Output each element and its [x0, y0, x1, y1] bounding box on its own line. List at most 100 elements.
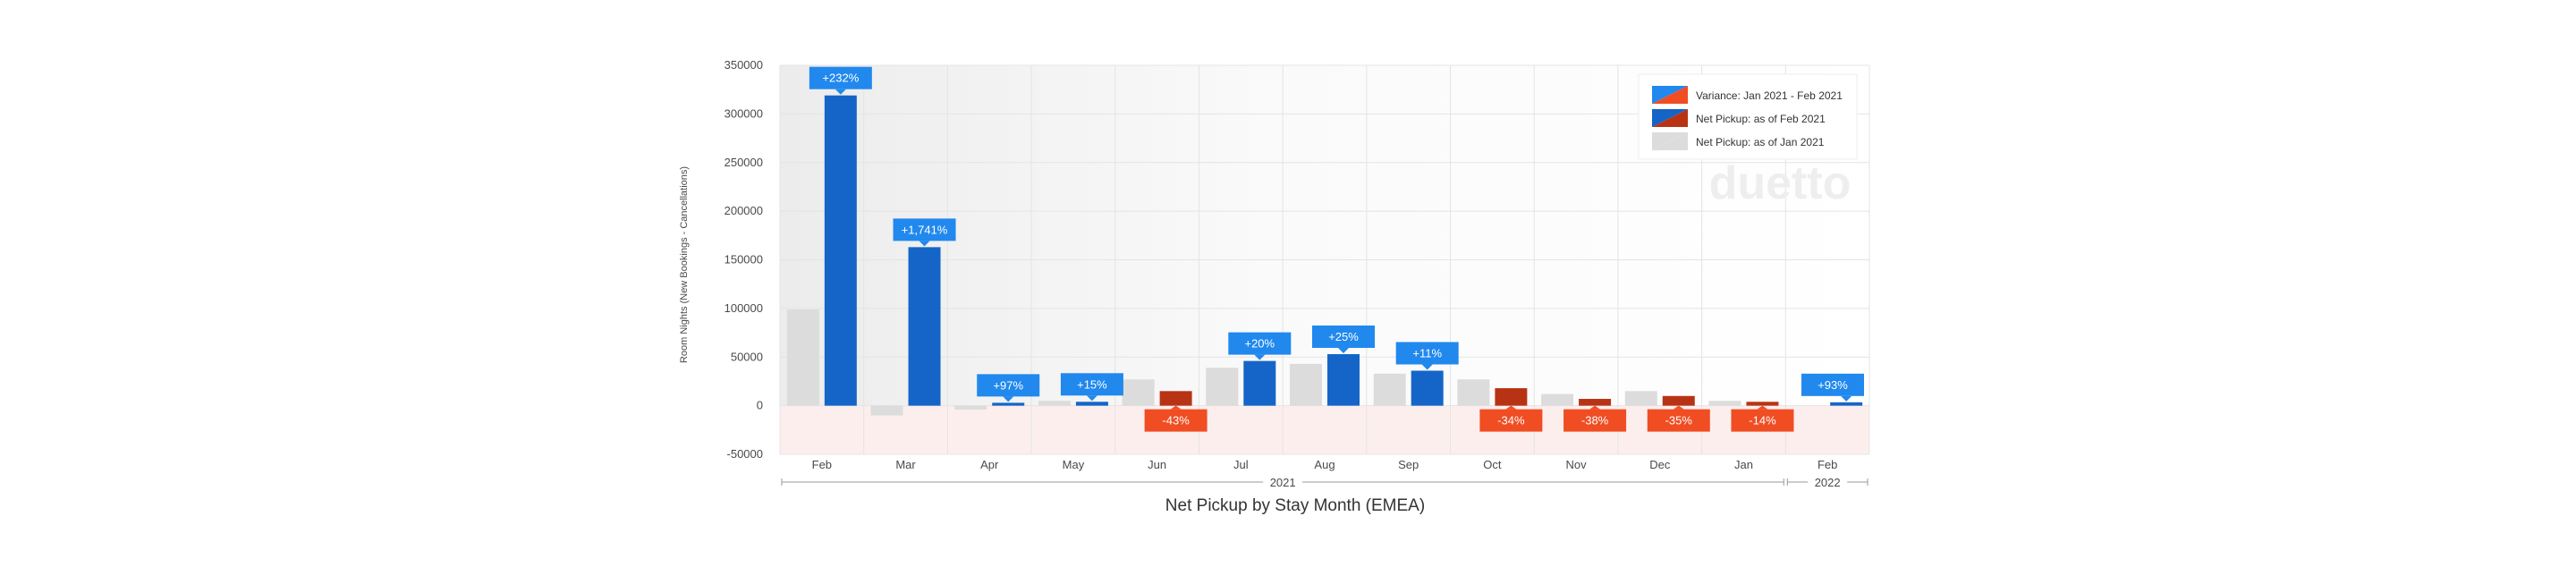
x-tick-label: Jul — [1233, 458, 1249, 471]
y-tick-label: -50000 — [727, 447, 763, 461]
bar-feb-2021 — [1495, 388, 1528, 406]
x-tick-label: Oct — [1483, 458, 1502, 471]
bar-feb-2021 — [1243, 360, 1276, 406]
bar-jan-2021 — [954, 405, 987, 410]
variance-label-box — [1479, 409, 1543, 432]
bar-jan-2021 — [1624, 391, 1657, 406]
chart-title: Net Pickup by Stay Month (EMEA) — [1165, 496, 1425, 515]
variance-label-box — [1312, 325, 1375, 348]
y-tick-label: 150000 — [724, 253, 763, 267]
bar-jan-2021 — [870, 405, 903, 416]
variance-label: +25% — [1328, 330, 1359, 343]
variance-callouts: +232% +1,741% +97% +15% -43% +20% +25% +11% -34%… — [809, 66, 1864, 432]
legend-swatch-feb-b — [1652, 109, 1688, 127]
variance-label: +97% — [993, 378, 1023, 392]
bar-feb-2021 — [1830, 402, 1863, 406]
y-tick-label: 200000 — [724, 204, 763, 217]
variance-label: +15% — [1077, 377, 1107, 391]
bar-feb-2021 — [1411, 370, 1444, 406]
legend-swatch-jan-b — [1652, 132, 1688, 150]
watermark-logo: duetto — [1709, 157, 1852, 209]
bar-feb-2021 — [1662, 395, 1695, 406]
year-label-bg — [1263, 475, 1303, 489]
variance-label-box — [1144, 409, 1208, 432]
x-tick-label: Dec — [1649, 458, 1671, 471]
variance-label-box — [1395, 342, 1459, 365]
variance-label: +232% — [822, 72, 859, 85]
variance-label: +11% — [1412, 346, 1442, 360]
variance-label-box — [893, 218, 956, 241]
x-tick-label: Feb — [812, 458, 832, 471]
variance-pointer — [1505, 405, 1517, 410]
variance-label: -43% — [1162, 414, 1190, 427]
bar-feb-2021 — [824, 95, 857, 406]
bar-feb-2021 — [1579, 399, 1612, 406]
bar-jan-2021 — [1457, 379, 1490, 406]
variance-pointer — [1841, 395, 1852, 402]
year-label: 2022 — [1815, 476, 1841, 489]
legend-label: Net Pickup: as of Jan 2021 — [1696, 136, 1825, 148]
variance-pointer — [835, 89, 846, 95]
year-label-bg — [1808, 475, 1848, 489]
y-tick-label: 0 — [757, 399, 763, 412]
bar-feb-2021 — [1746, 402, 1779, 406]
y-axis-title: Room Nights (New Bookings - Cancellation… — [679, 166, 690, 363]
x-tick-label: May — [1063, 458, 1085, 471]
variance-label-box — [1647, 409, 1710, 432]
variance-label: -14% — [1749, 414, 1776, 427]
variance-pointer — [1254, 354, 1266, 360]
variance-pointer — [1086, 395, 1097, 402]
legend[interactable]: Variance: Jan 2021 - Feb 2021 Net Pickup:… — [1638, 73, 1858, 160]
x-tick-label: Jan — [1734, 458, 1753, 471]
bar-jan-2021 — [1038, 401, 1071, 406]
bar-feb-2021 — [908, 247, 941, 406]
variance-pointer — [1003, 396, 1014, 402]
bar-jan-2021 — [1206, 368, 1239, 406]
y-tick-label: 350000 — [724, 58, 763, 72]
variance-label-box — [1060, 373, 1123, 396]
x-tick-label: Aug — [1314, 458, 1335, 471]
legend-label: Net Pickup: as of Feb 2021 — [1696, 113, 1826, 125]
variance-label: +1,741% — [902, 223, 948, 236]
x-tick-label: Nov — [1566, 458, 1588, 471]
bar-feb-2021 — [1075, 402, 1108, 406]
bar-jan-2021 — [1708, 401, 1741, 406]
variance-label-box — [1801, 373, 1864, 396]
bar-jan-2021 — [1122, 379, 1155, 406]
bar-feb-2021 — [992, 402, 1025, 406]
variance-label-box — [809, 66, 872, 89]
variance-pointer — [1757, 405, 1768, 410]
bar-feb-2021 — [1327, 353, 1360, 406]
variance-label: +20% — [1244, 337, 1275, 351]
variance-label: +93% — [1818, 378, 1848, 392]
y-tick-label: 250000 — [724, 156, 763, 169]
variance-label: -35% — [1665, 414, 1693, 427]
variance-label-box — [1731, 409, 1794, 432]
variance-pointer — [1673, 405, 1684, 410]
legend-swatch-variance-b — [1652, 86, 1688, 104]
bar-jan-2021 — [1373, 373, 1406, 406]
variance-pointer — [919, 241, 930, 247]
x-tick-label: Sep — [1398, 458, 1419, 471]
variance-label-box — [977, 374, 1040, 397]
variance-label-box — [1563, 409, 1627, 432]
grid-lines: 350000 300000 250000 200000 150000 100000 5000… — [724, 58, 1870, 461]
y-tick-label: 300000 — [724, 106, 763, 120]
year-label: 2021 — [1270, 476, 1296, 489]
bar-jan-2021 — [1290, 363, 1322, 406]
x-tick-label: Apr — [980, 458, 999, 471]
variance-label: -38% — [1581, 414, 1609, 427]
legend-label: Variance: Jan 2021 - Feb 2021 — [1696, 89, 1843, 102]
variance-pointer — [1338, 347, 1349, 353]
bar-jan-2021 — [1541, 394, 1574, 406]
variance-label-box — [1228, 332, 1292, 355]
y-tick-label: 100000 — [724, 301, 763, 315]
x-tick-label: Mar — [895, 458, 916, 471]
variance-pointer — [1170, 405, 1182, 410]
variance-pointer — [1589, 405, 1601, 410]
variance-pointer — [1421, 364, 1433, 370]
axes-layer: Feb Mar Apr May Jun Jul Aug Sep Oct Nov Dec Jan Feb 2… — [781, 458, 1868, 489]
bars-layer — [786, 95, 1863, 416]
x-tick-label: Jun — [1148, 458, 1166, 471]
